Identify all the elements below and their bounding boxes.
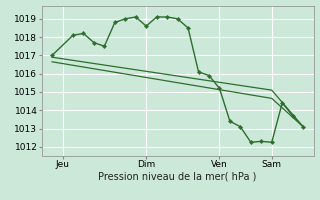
X-axis label: Pression niveau de la mer( hPa ): Pression niveau de la mer( hPa ) [99, 172, 257, 182]
